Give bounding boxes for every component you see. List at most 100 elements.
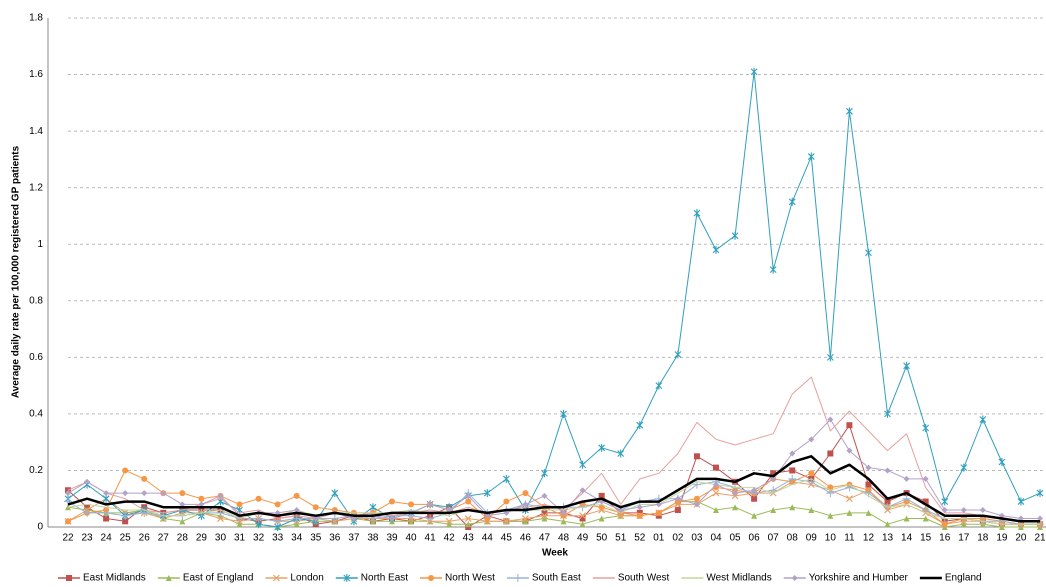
series-line xyxy=(67,455,1040,523)
y-axis-label: Average daily rate per 100,000 registere… xyxy=(11,145,22,398)
marker xyxy=(770,470,777,477)
marker xyxy=(503,498,510,505)
marker xyxy=(941,497,949,506)
marker xyxy=(179,490,186,497)
x-tick-label: 10 xyxy=(825,533,837,544)
marker xyxy=(293,507,300,514)
legend-label: South West xyxy=(618,573,670,584)
marker xyxy=(274,501,281,508)
x-tick-label: 27 xyxy=(158,533,170,544)
marker xyxy=(255,495,262,502)
marker xyxy=(789,450,796,457)
x-tick-label: 05 xyxy=(729,533,741,544)
legend-label: London xyxy=(290,573,323,584)
marker xyxy=(769,265,777,274)
marker xyxy=(465,521,472,528)
marker xyxy=(846,422,853,429)
legend-item: South West xyxy=(592,573,670,584)
x-tick-label: 23 xyxy=(81,533,93,544)
legend-item: West Midlands xyxy=(681,573,772,584)
marker xyxy=(922,515,929,522)
marker xyxy=(998,524,1005,530)
marker xyxy=(445,517,453,525)
x-tick-label: 07 xyxy=(768,533,780,544)
marker xyxy=(712,245,720,254)
x-tick-label: 17 xyxy=(958,533,970,544)
marker xyxy=(636,421,644,430)
y-tick-label: 1.2 xyxy=(29,182,43,193)
marker xyxy=(979,507,986,514)
x-tick-label: 41 xyxy=(425,533,437,544)
x-tick-label: 02 xyxy=(672,533,684,544)
marker xyxy=(102,508,111,517)
x-tick-label: 32 xyxy=(253,533,265,544)
marker xyxy=(331,489,339,498)
legend-label: England xyxy=(945,573,982,584)
marker xyxy=(751,487,758,494)
marker xyxy=(598,492,605,499)
marker xyxy=(750,67,758,76)
marker xyxy=(960,463,968,472)
y-tick-label: 0.6 xyxy=(29,352,43,363)
x-tick-label: 42 xyxy=(444,533,456,544)
marker xyxy=(979,415,987,424)
marker xyxy=(732,490,739,497)
marker xyxy=(312,515,319,522)
marker xyxy=(732,504,739,511)
x-tick-label: 20 xyxy=(1015,533,1027,544)
marker xyxy=(408,518,415,525)
x-tick-label: 49 xyxy=(577,533,589,544)
y-tick-label: 0 xyxy=(37,522,43,533)
x-tick-label: 09 xyxy=(806,533,818,544)
marker xyxy=(731,231,739,240)
marker xyxy=(826,353,834,362)
legend-item: North East xyxy=(335,573,408,584)
marker xyxy=(272,574,280,582)
marker xyxy=(865,509,872,516)
marker xyxy=(560,509,567,516)
legend-item: South East xyxy=(506,573,581,584)
marker xyxy=(713,464,719,471)
marker xyxy=(198,495,205,502)
marker xyxy=(922,424,930,433)
y-tick-label: 1.4 xyxy=(29,126,43,137)
marker xyxy=(579,487,586,494)
marker xyxy=(522,501,529,508)
marker xyxy=(103,490,110,497)
marker xyxy=(693,495,700,502)
marker xyxy=(617,507,624,514)
x-tick-label: 26 xyxy=(139,533,151,544)
marker xyxy=(560,518,567,525)
x-tick-label: 21 xyxy=(1034,533,1046,544)
x-tick-label: 18 xyxy=(977,533,989,544)
marker xyxy=(598,515,605,522)
marker xyxy=(789,504,796,511)
legend-label: South East xyxy=(532,573,581,584)
marker xyxy=(236,501,243,508)
series-line xyxy=(67,71,1041,528)
x-tick-label: 29 xyxy=(196,533,208,544)
x-tick-label: 01 xyxy=(653,533,665,544)
x-tick-label: 04 xyxy=(710,533,722,544)
marker xyxy=(941,507,948,514)
marker xyxy=(788,197,796,206)
x-tick-label: 44 xyxy=(482,533,494,544)
x-tick-label: 45 xyxy=(501,533,513,544)
marker xyxy=(598,504,605,511)
marker xyxy=(884,409,891,418)
marker xyxy=(579,521,586,528)
marker xyxy=(884,521,891,528)
x-tick-label: 31 xyxy=(234,533,246,544)
marker xyxy=(198,501,205,508)
marker xyxy=(789,467,796,474)
legend-label: North East xyxy=(361,573,408,584)
y-tick-label: 0.2 xyxy=(29,465,43,476)
legend-item: England xyxy=(919,573,982,584)
x-tick-label: 13 xyxy=(882,533,894,544)
x-tick-label: 50 xyxy=(596,533,608,544)
legend-label: North West xyxy=(445,573,495,584)
marker xyxy=(483,489,491,498)
marker xyxy=(674,350,682,359)
y-tick-label: 1.8 xyxy=(29,13,43,24)
x-tick-label: 48 xyxy=(558,533,570,544)
